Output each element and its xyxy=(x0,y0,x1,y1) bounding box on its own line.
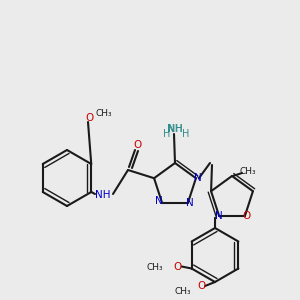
Text: O: O xyxy=(134,140,142,150)
Text: N: N xyxy=(215,211,223,221)
Text: CH₃: CH₃ xyxy=(147,263,164,272)
Text: N: N xyxy=(155,196,163,206)
Text: O: O xyxy=(86,113,94,123)
Text: NH: NH xyxy=(95,190,111,200)
Text: CH₃: CH₃ xyxy=(174,287,191,296)
Text: CH₃: CH₃ xyxy=(96,110,112,118)
Text: O: O xyxy=(197,281,205,291)
Text: H: H xyxy=(163,129,171,139)
Text: N: N xyxy=(194,173,202,183)
Text: N: N xyxy=(186,198,194,208)
Text: NH: NH xyxy=(168,124,182,134)
Text: H: H xyxy=(182,129,190,139)
Text: O: O xyxy=(173,262,182,272)
Text: CH₃: CH₃ xyxy=(240,167,256,176)
Text: NH: NH xyxy=(167,124,183,134)
Text: O: O xyxy=(243,211,251,221)
